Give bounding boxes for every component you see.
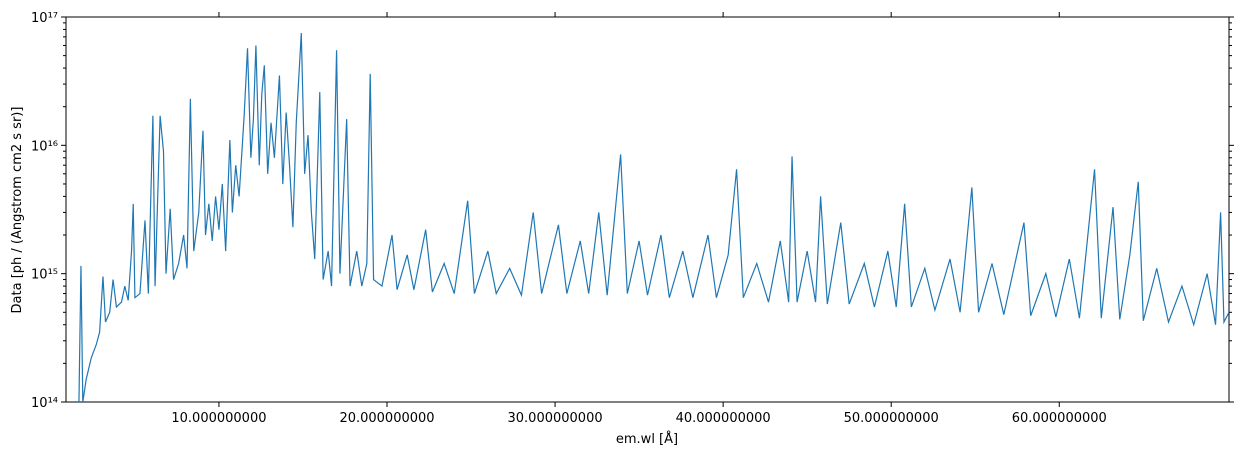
data-line [78,32,1229,402]
x-axis-label: em.wl [Å] [616,431,678,447]
x-tick-label: 60.000000000 [1012,411,1107,426]
y-axis-label: Data [ph / (Angstrom cm2 s sr)] [10,107,25,314]
y-tick-label: 10¹⁶ [31,139,58,154]
y-tick-label: 10¹⁵ [31,268,58,283]
x-tick-label: 10.000000000 [171,411,266,426]
x-tick-label: 50.000000000 [844,411,939,426]
y-tick-label: 10¹⁴ [31,396,58,411]
x-tick-label: 40.000000000 [676,411,771,426]
plot-frame [65,16,1230,403]
x-tick-label: 30.000000000 [508,411,603,426]
y-tick-label: 10¹⁷ [31,11,58,26]
x-tick-label: 20.000000000 [339,411,434,426]
